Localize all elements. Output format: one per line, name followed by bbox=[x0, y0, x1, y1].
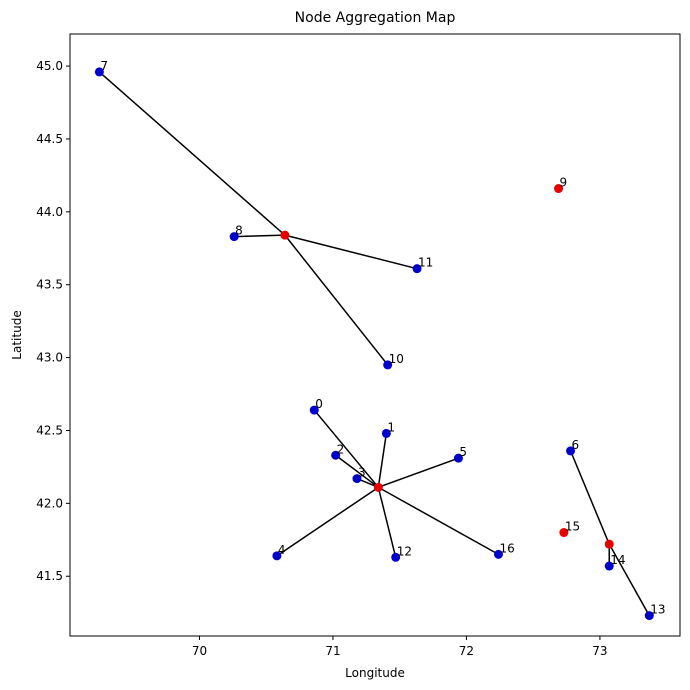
y-axis-ticks: 41.5 42.0 42.5 43.0 43.5 44.0 44.5 45.0 bbox=[36, 59, 70, 583]
link-line-0 bbox=[98, 71, 286, 236]
node-point-14 bbox=[604, 561, 614, 571]
y-tick-label-3: 43.0 bbox=[36, 351, 63, 365]
y-tick-label-1: 42.0 bbox=[36, 496, 63, 510]
node-point-5 bbox=[453, 453, 463, 463]
link-line-5 bbox=[377, 433, 388, 488]
link-line-3 bbox=[284, 234, 389, 366]
link-line-2 bbox=[284, 234, 418, 270]
node-label-7: 7 bbox=[100, 59, 108, 73]
aggregator-label-15: 15 bbox=[565, 520, 580, 534]
aggregator-point-9 bbox=[554, 184, 564, 194]
node-label-2: 2 bbox=[337, 442, 345, 456]
node-point-3 bbox=[352, 474, 362, 484]
x-tick-label-2: 72 bbox=[459, 644, 474, 658]
x-tick-label-0: 70 bbox=[192, 644, 207, 658]
y-axis-label: Latitude bbox=[10, 310, 24, 359]
y-tick-label-5: 44.0 bbox=[36, 205, 63, 219]
x-axis-ticks: 70 71 72 73 bbox=[192, 636, 608, 658]
node-point-12 bbox=[391, 552, 401, 562]
link-line-8 bbox=[378, 457, 459, 489]
y-tick-label-7: 45.0 bbox=[36, 59, 63, 73]
x-tick-label-3: 73 bbox=[592, 644, 607, 658]
node-label-14: 14 bbox=[610, 553, 625, 567]
y-tick-label-6: 44.5 bbox=[36, 132, 63, 146]
node-point-7 bbox=[94, 67, 104, 77]
aggregator-point-3 bbox=[373, 482, 383, 492]
node-point-4 bbox=[272, 551, 282, 561]
node-label-0: 0 bbox=[315, 397, 323, 411]
y-tick-label-0: 41.5 bbox=[36, 569, 63, 583]
link-line-1 bbox=[234, 234, 285, 238]
x-axis-label: Longitude bbox=[345, 666, 405, 680]
aggregator-point-4 bbox=[604, 539, 614, 549]
node-label-6: 6 bbox=[572, 438, 580, 452]
link-line-10 bbox=[377, 487, 397, 558]
node-label-8: 8 bbox=[235, 224, 243, 238]
aggregator-label-9: 9 bbox=[560, 176, 568, 190]
link-line-4 bbox=[313, 409, 379, 488]
aggregator-point-15 bbox=[559, 528, 569, 538]
node-label-12: 12 bbox=[397, 544, 412, 558]
x-tick-label-1: 71 bbox=[325, 644, 340, 658]
node-label-13: 13 bbox=[650, 603, 665, 617]
node-label-5: 5 bbox=[459, 445, 467, 459]
node-label-1: 1 bbox=[387, 420, 395, 434]
points-layer bbox=[94, 67, 654, 621]
node-point-8 bbox=[229, 232, 239, 242]
node-point-11 bbox=[412, 264, 422, 274]
node-point-13 bbox=[644, 611, 654, 621]
link-line-9 bbox=[276, 486, 379, 557]
node-point-0 bbox=[309, 405, 319, 415]
node-point-6 bbox=[566, 446, 576, 456]
node-point-2 bbox=[331, 450, 341, 460]
node-label-10: 10 bbox=[389, 352, 404, 366]
link-line-14 bbox=[608, 543, 650, 616]
link-line-11 bbox=[377, 486, 499, 556]
node-point-1 bbox=[381, 428, 391, 438]
aggregator-point-2 bbox=[280, 230, 290, 240]
node-point-16 bbox=[493, 549, 503, 559]
chart-title: Node Aggregation Map bbox=[295, 10, 456, 26]
plot-frame bbox=[69, 33, 681, 637]
link-line-6 bbox=[335, 454, 379, 488]
node-label-3: 3 bbox=[358, 466, 366, 480]
node-label-4: 4 bbox=[278, 543, 286, 557]
node-point-10 bbox=[383, 360, 393, 370]
node-label-11: 11 bbox=[418, 256, 433, 270]
y-tick-label-4: 43.5 bbox=[36, 278, 63, 292]
y-tick-label-2: 42.5 bbox=[36, 423, 63, 437]
node-label-16: 16 bbox=[499, 541, 514, 555]
link-line-12 bbox=[569, 450, 610, 545]
